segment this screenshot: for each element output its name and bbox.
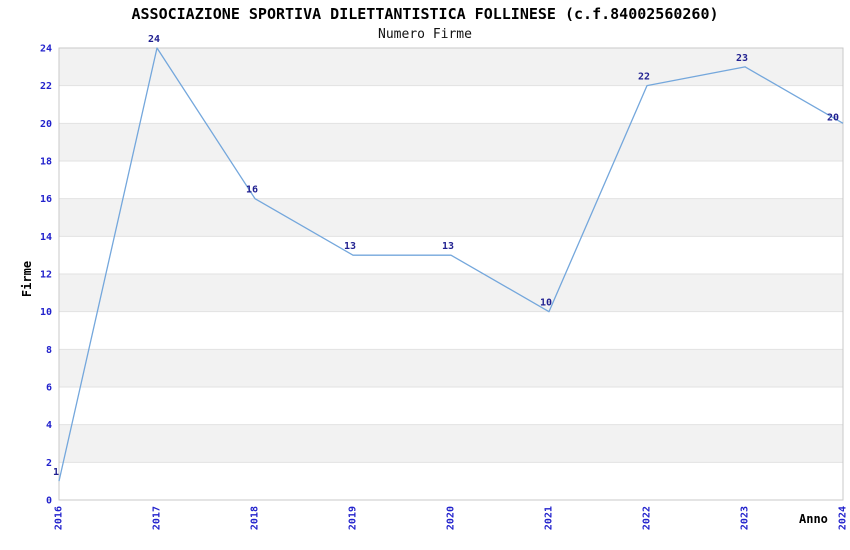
y-tick-label: 4 [46,420,52,431]
x-tick-label: 2017 [152,506,163,530]
x-tick-label: 2018 [250,506,261,530]
grid-band [59,198,843,237]
x-tick-label: 2021 [544,506,555,530]
y-axis-label: Firme [20,260,34,298]
grid-band [59,85,843,124]
data-point-label: 24 [148,34,160,45]
chart-subtitle: Numero Firme [378,27,472,42]
grid-band [59,462,843,500]
y-tick-label: 0 [46,496,52,507]
data-line [58,47,844,482]
data-point-label: 10 [540,298,552,309]
grid-band [59,311,843,350]
x-tick-label: 2023 [740,506,751,530]
grid-band [59,424,843,463]
y-tick-label: 24 [40,44,52,55]
grid-band [59,161,843,199]
x-axis-label: Anno [799,512,828,526]
y-tick-label: 6 [46,383,52,394]
y-tick-label: 20 [40,119,52,130]
plot-border [58,47,844,501]
data-point-label: 13 [344,241,356,252]
grid-band [59,274,843,312]
y-tick-label: 2 [46,458,52,469]
data-point-label: 13 [442,241,454,252]
x-tick-label: 2016 [54,506,65,530]
x-tick-label: 2024 [838,506,849,530]
chart-title: ASSOCIAZIONE SPORTIVA DILETTANTISTICA FO… [131,5,719,23]
y-tick-label: 16 [40,194,52,205]
x-tick-label: 2020 [446,506,457,530]
x-tick-label: 2019 [348,506,359,530]
y-tick-label: 12 [40,270,52,281]
data-point-label: 22 [638,72,650,83]
x-tick-label: 2022 [642,506,653,530]
grid-band [59,123,843,161]
grid-band [59,349,843,387]
y-tick-label: 22 [40,81,52,92]
data-point-label: 1 [53,467,59,478]
grid-band [59,48,843,86]
y-tick-label: 10 [40,307,52,318]
grid-band [59,387,843,425]
y-tick-label: 14 [40,232,52,243]
data-point-label: 23 [736,53,748,64]
y-tick-label: 18 [40,157,52,168]
data-point-label: 16 [246,185,258,196]
data-point-label: 20 [827,112,839,123]
y-tick-label: 8 [46,345,52,356]
